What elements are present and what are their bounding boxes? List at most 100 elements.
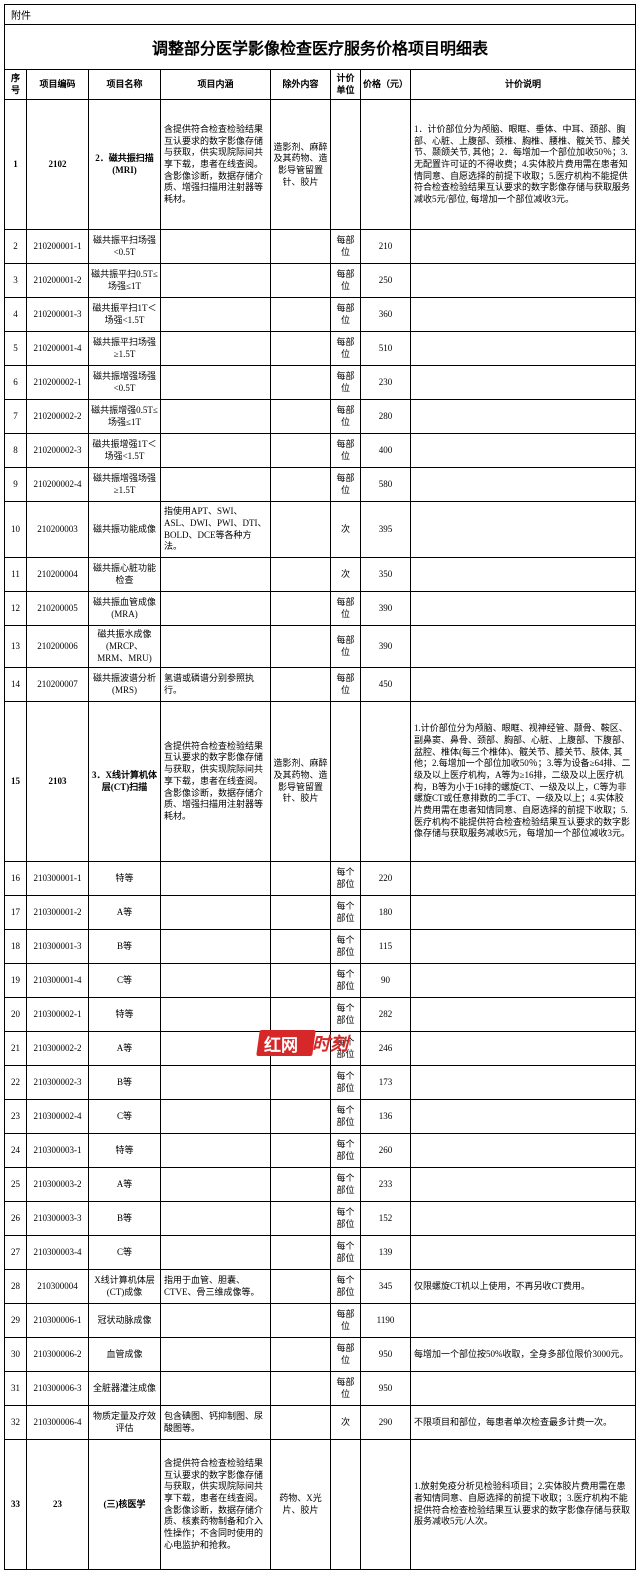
cell-price: 136 — [361, 1100, 411, 1134]
header-content: 项目内涵 — [161, 70, 271, 100]
table-row: 8210200002-3磁共振增强1T＜场强<1.5T每部位400 — [5, 434, 636, 468]
cell-code: 210300003-1 — [27, 1134, 89, 1168]
cell-note — [411, 1236, 636, 1270]
cell-name: C等 — [89, 1100, 161, 1134]
table-row: 18210300001-3B等每个部位115 — [5, 930, 636, 964]
cell-code: 210300001-4 — [27, 964, 89, 998]
cell-name: A等 — [89, 896, 161, 930]
cell-seq: 21 — [5, 1032, 27, 1066]
cell-content — [161, 264, 271, 298]
cell-note — [411, 668, 636, 702]
table-body: 121022．磁共振扫描(MRI)含提供符合检查检验结果互认要求的数字影像存储与… — [5, 100, 636, 1570]
cell-price: 950 — [361, 1372, 411, 1406]
cell-content — [161, 1338, 271, 1372]
cell-price: 350 — [361, 558, 411, 592]
table-row: 20210300002-1特等每个部位282 — [5, 998, 636, 1032]
price-table: 序号 项目编码 项目名称 项目内涵 除外内容 计价单位 价格（元） 计价说明 1… — [4, 69, 636, 1570]
cell-content — [161, 468, 271, 502]
cell-code: 210200004 — [27, 558, 89, 592]
cell-price: 220 — [361, 862, 411, 896]
table-row: 27210300003-4C等每个部位139 — [5, 1236, 636, 1270]
cell-exclude — [271, 1270, 331, 1304]
table-row: 6210200002-1磁共振增强场强<0.5T每部位230 — [5, 366, 636, 400]
cell-content — [161, 298, 271, 332]
header-code: 项目编码 — [27, 70, 89, 100]
cell-content — [161, 230, 271, 264]
cell-note — [411, 502, 636, 558]
cell-unit: 每个部位 — [331, 1168, 361, 1202]
cell-note — [411, 1066, 636, 1100]
table-row: 26210300003-3B等每个部位152 — [5, 1202, 636, 1236]
cell-name: 血管成像 — [89, 1338, 161, 1372]
cell-unit: 每个部位 — [331, 1270, 361, 1304]
table-row: 5210200001-4磁共振平扫场强≥1.5T每部位510 — [5, 332, 636, 366]
cell-name: 磁共振增强1T＜场强<1.5T — [89, 434, 161, 468]
cell-seq: 27 — [5, 1236, 27, 1270]
cell-name: 磁共振心脏功能检查 — [89, 558, 161, 592]
cell-name: 磁共振功能成像 — [89, 502, 161, 558]
cell-unit: 每个部位 — [331, 1134, 361, 1168]
table-row: 7210200002-2磁共振增强0.5T≤场强≤1T每部位280 — [5, 400, 636, 434]
cell-unit: 每部位 — [331, 592, 361, 626]
cell-exclude — [271, 1406, 331, 1440]
cell-content: 含提供符合检查检验结果互认要求的数字影像存储与获取，供实现院际间共享下载，患者在… — [161, 100, 271, 230]
cell-exclude — [271, 1236, 331, 1270]
cell-note — [411, 332, 636, 366]
cell-seq: 6 — [5, 366, 27, 400]
cell-price: 360 — [361, 298, 411, 332]
cell-exclude — [271, 1100, 331, 1134]
cell-exclude — [271, 434, 331, 468]
cell-content: 含提供符合检查检验结果互认要求的数字影像存储与获取，供实现院际间共享下载，患者在… — [161, 702, 271, 862]
cell-name: 磁共振平扫场强<0.5T — [89, 230, 161, 264]
cell-code: 210200001-2 — [27, 264, 89, 298]
cell-price: 400 — [361, 434, 411, 468]
header-price: 价格（元） — [361, 70, 411, 100]
table-row: 32210300006-4物质定量及疗效评估包含碘图、钙抑制图、尿酸图等。次29… — [5, 1406, 636, 1440]
cell-content — [161, 332, 271, 366]
cell-code: 210300002-1 — [27, 998, 89, 1032]
cell-price: 210 — [361, 230, 411, 264]
cell-exclude — [271, 366, 331, 400]
cell-name: 3．X线计算机体层(CT)扫描 — [89, 702, 161, 862]
cell-name: 物质定量及疗效评估 — [89, 1406, 161, 1440]
cell-exclude — [271, 896, 331, 930]
header-exclude: 除外内容 — [271, 70, 331, 100]
cell-name: B等 — [89, 930, 161, 964]
cell-content: 指用于血管、胆囊、CTVE、骨三维成像等。 — [161, 1270, 271, 1304]
cell-code: 210300002-3 — [27, 1066, 89, 1100]
cell-note — [411, 434, 636, 468]
cell-name: C等 — [89, 964, 161, 998]
cell-unit: 每个部位 — [331, 1100, 361, 1134]
cell-unit: 每部位 — [331, 366, 361, 400]
table-row: 11210200004磁共振心脏功能检查次350 — [5, 558, 636, 592]
cell-unit: 次 — [331, 502, 361, 558]
cell-name: 特等 — [89, 862, 161, 896]
cell-code: 210200001-1 — [27, 230, 89, 264]
cell-content — [161, 558, 271, 592]
cell-unit — [331, 100, 361, 230]
table-row: 2210200001-1磁共振平扫场强<0.5T每部位210 — [5, 230, 636, 264]
cell-note: 不限项目和部位，每患者单次检查最多计费一次。 — [411, 1406, 636, 1440]
cell-seq: 31 — [5, 1372, 27, 1406]
cell-price: 280 — [361, 400, 411, 434]
cell-unit — [331, 1440, 361, 1570]
cell-code: 210200002-1 — [27, 366, 89, 400]
cell-price: 152 — [361, 1202, 411, 1236]
cell-note — [411, 930, 636, 964]
cell-unit: 次 — [331, 1406, 361, 1440]
cell-name: 磁共振增强场强≥1.5T — [89, 468, 161, 502]
cell-code: 2103 — [27, 702, 89, 862]
cell-name: 特等 — [89, 998, 161, 1032]
header-name: 项目名称 — [89, 70, 161, 100]
cell-unit: 每部位 — [331, 434, 361, 468]
cell-exclude — [271, 230, 331, 264]
cell-name: X线计算机体层(CT)成像 — [89, 1270, 161, 1304]
cell-note — [411, 1100, 636, 1134]
cell-exclude — [271, 1066, 331, 1100]
table-row: 28210300004X线计算机体层(CT)成像指用于血管、胆囊、CTVE、骨三… — [5, 1270, 636, 1304]
cell-seq: 17 — [5, 896, 27, 930]
document-title: 调整部分医学影像检查医疗服务价格项目明细表 — [4, 24, 636, 69]
cell-seq: 22 — [5, 1066, 27, 1100]
cell-content — [161, 964, 271, 998]
cell-code: 23 — [27, 1440, 89, 1570]
